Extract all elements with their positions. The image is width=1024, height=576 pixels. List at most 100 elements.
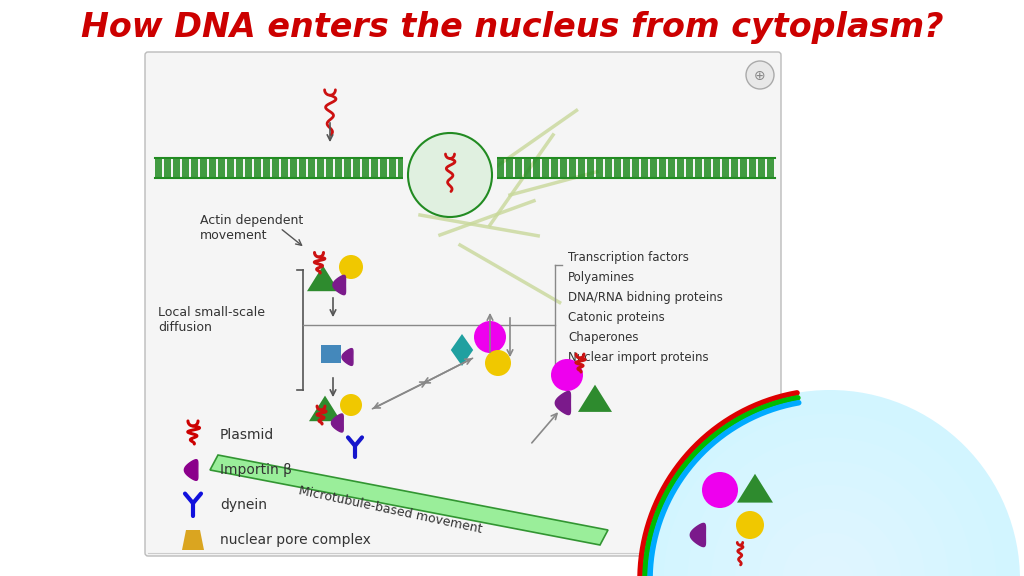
Bar: [695, 158, 702, 178]
Text: Importin β: Importin β: [220, 463, 292, 477]
Bar: [488, 158, 495, 178]
Bar: [299, 158, 306, 178]
Text: Actin dependent
movement: Actin dependent movement: [200, 214, 303, 242]
Polygon shape: [451, 334, 473, 366]
Text: Microtubule-based movement: Microtubule-based movement: [297, 484, 483, 536]
Bar: [506, 158, 513, 178]
Bar: [425, 158, 432, 178]
Circle shape: [687, 438, 973, 576]
Text: nuclear pore complex: nuclear pore complex: [220, 533, 371, 547]
Bar: [317, 158, 324, 178]
Bar: [686, 158, 693, 178]
Bar: [524, 158, 531, 178]
Polygon shape: [182, 530, 204, 550]
Circle shape: [408, 133, 492, 217]
Bar: [173, 158, 180, 178]
Bar: [731, 158, 738, 178]
Bar: [758, 158, 765, 178]
Polygon shape: [690, 524, 706, 547]
Circle shape: [664, 414, 996, 576]
Bar: [749, 158, 756, 178]
Polygon shape: [333, 275, 345, 295]
Bar: [569, 158, 575, 178]
Bar: [479, 158, 486, 178]
Text: dynein: dynein: [220, 498, 267, 512]
Bar: [705, 158, 711, 178]
Bar: [605, 158, 612, 178]
Bar: [236, 158, 243, 178]
Bar: [200, 158, 207, 178]
Text: Nuclear import proteins: Nuclear import proteins: [568, 351, 709, 365]
Circle shape: [551, 359, 583, 391]
Text: Catonic proteins: Catonic proteins: [568, 312, 665, 324]
Bar: [380, 158, 387, 178]
Bar: [668, 158, 675, 178]
Bar: [272, 158, 279, 178]
Bar: [416, 158, 423, 178]
Circle shape: [746, 61, 774, 89]
Bar: [403, 153, 497, 183]
Circle shape: [640, 390, 1020, 576]
Text: How DNA enters the nucleus from cytoplasm?: How DNA enters the nucleus from cytoplas…: [81, 12, 943, 44]
Bar: [515, 158, 522, 178]
Circle shape: [712, 461, 949, 576]
Circle shape: [782, 532, 878, 576]
Bar: [281, 158, 288, 178]
Circle shape: [474, 321, 506, 353]
Bar: [227, 158, 234, 178]
Bar: [254, 158, 261, 178]
Bar: [344, 158, 351, 178]
FancyBboxPatch shape: [145, 52, 781, 556]
Circle shape: [806, 556, 854, 576]
Bar: [587, 158, 594, 178]
Polygon shape: [184, 460, 198, 480]
Bar: [398, 158, 406, 178]
Bar: [362, 158, 369, 178]
Bar: [659, 158, 666, 178]
Bar: [263, 158, 270, 178]
Bar: [461, 158, 468, 178]
Bar: [353, 158, 360, 178]
Bar: [407, 158, 414, 178]
Circle shape: [485, 350, 511, 376]
Bar: [767, 158, 774, 178]
Bar: [321, 345, 341, 363]
Bar: [182, 158, 189, 178]
Bar: [443, 158, 450, 178]
Bar: [677, 158, 684, 178]
Bar: [632, 158, 639, 178]
Bar: [326, 158, 333, 178]
Bar: [371, 158, 378, 178]
Bar: [155, 158, 162, 178]
Circle shape: [702, 472, 738, 508]
Bar: [596, 158, 603, 178]
Bar: [534, 158, 540, 178]
Polygon shape: [332, 414, 343, 432]
Text: Plasmid: Plasmid: [220, 428, 274, 442]
Bar: [614, 158, 621, 178]
Bar: [623, 158, 630, 178]
Bar: [191, 158, 198, 178]
Bar: [164, 158, 171, 178]
Bar: [389, 158, 396, 178]
Text: Polyamines: Polyamines: [568, 271, 635, 285]
Polygon shape: [578, 385, 612, 412]
Bar: [542, 158, 549, 178]
Bar: [641, 158, 648, 178]
Bar: [452, 158, 459, 178]
Polygon shape: [309, 396, 341, 421]
Text: Chaperones: Chaperones: [568, 332, 639, 344]
Text: DNA/RNA bidning proteins: DNA/RNA bidning proteins: [568, 291, 723, 305]
Circle shape: [736, 511, 764, 539]
Bar: [335, 158, 342, 178]
Bar: [209, 158, 216, 178]
Bar: [740, 158, 746, 178]
Bar: [218, 158, 225, 178]
Bar: [245, 158, 252, 178]
Bar: [650, 158, 657, 178]
Bar: [722, 158, 729, 178]
Bar: [434, 158, 441, 178]
Text: Transcription factors: Transcription factors: [568, 252, 689, 264]
Polygon shape: [342, 348, 353, 365]
Bar: [308, 158, 315, 178]
